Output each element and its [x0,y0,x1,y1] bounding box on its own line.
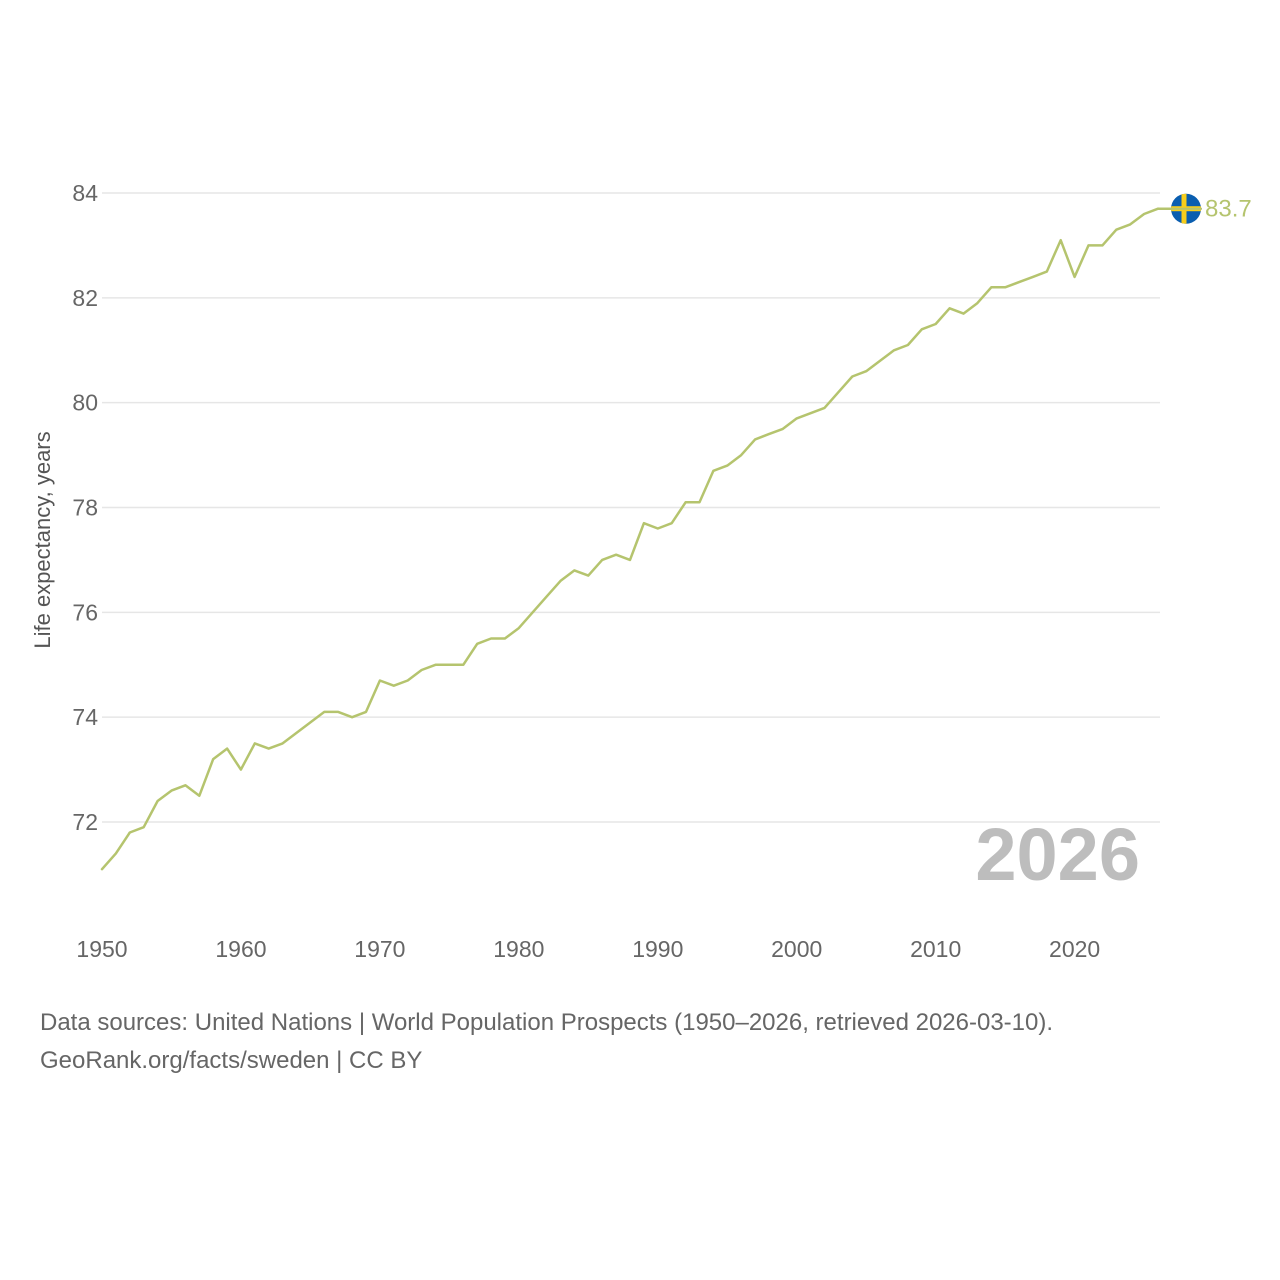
y-tick-label: 78 [72,495,98,521]
y-tick-label: 72 [72,809,98,835]
y-tick-label: 76 [72,599,98,625]
year-overlay: 2026 [975,813,1140,896]
y-tick-label: 80 [72,390,98,416]
y-tick-label: 84 [72,180,98,206]
series-line-sweden [100,207,1160,871]
y-axis-ticks: 72 74 76 78 80 82 84 [72,180,98,835]
end-value-label: 83.7 [1205,196,1252,223]
source-line: Data sources: United Nations | World Pop… [40,1009,1054,1036]
gridlines [102,192,1160,823]
x-tick-label: 1950 [76,936,127,962]
x-axis-ticks: 1950 1960 1970 1980 1990 2000 2010 2020 [76,936,1100,962]
x-tick-label: 1960 [215,936,266,962]
series-layer [100,207,1160,871]
x-tick-label: 1990 [632,936,683,962]
y-tick-label: 74 [72,704,98,730]
y-axis-title: Life expectancy, years [30,431,55,648]
x-tick-label: 1970 [354,936,405,962]
x-tick-label: 2020 [1049,936,1100,962]
end-marker: 83.7 [1158,193,1252,224]
x-tick-label: 2010 [910,936,961,962]
x-tick-label: 1980 [493,936,544,962]
attribution-line: GeoRank.org/facts/sweden | CC BY [40,1047,423,1074]
source-note: Data sources: United Nations | World Pop… [40,1004,1240,1080]
y-tick-label: 82 [72,285,98,311]
x-tick-label: 2000 [771,936,822,962]
sweden-flag-icon [1170,193,1202,224]
